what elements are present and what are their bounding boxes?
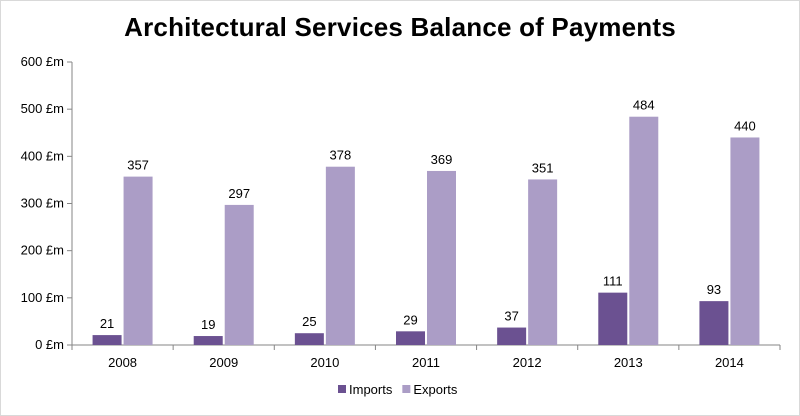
- bar-exports-2014: [730, 137, 760, 345]
- data-label-imports-2014: 93: [707, 282, 721, 297]
- bar-exports-2009: [224, 204, 254, 345]
- x-tick-label: 2011: [412, 355, 440, 370]
- data-label-imports-2008: 21: [100, 316, 114, 331]
- chart-bars: 21 357 19 297 25 378 29 369 37 351 111 484 93 440: [92, 98, 760, 345]
- bar-imports-2014: [699, 301, 729, 345]
- bar-exports-2011: [427, 170, 456, 345]
- x-tick-label: 2010: [310, 355, 339, 370]
- chart-title: Architectural Services Balance of Paymen…: [124, 12, 676, 42]
- data-label-exports-2010: 378: [330, 148, 352, 163]
- legend-swatch-exports: [402, 385, 411, 393]
- data-label-exports-2013: 484: [633, 98, 655, 113]
- bar-imports-2011: [396, 331, 425, 345]
- y-tick-label: 500 £m: [21, 101, 64, 116]
- chart-legend: Imports Exports: [338, 382, 458, 397]
- data-label-imports-2012: 37: [504, 309, 518, 324]
- y-tick-label: 100 £m: [21, 290, 64, 305]
- legend-label-exports: Exports: [413, 382, 458, 397]
- data-label-imports-2011: 29: [403, 312, 417, 327]
- bar-imports-2009: [193, 336, 223, 345]
- bar-imports-2008: [92, 335, 122, 345]
- bar-imports-2013: [598, 292, 628, 345]
- bar-exports-2013: [629, 116, 659, 345]
- y-tick-label: 0 £m: [35, 337, 64, 352]
- y-tick-label: 200 £m: [21, 243, 64, 258]
- legend-swatch-imports: [338, 385, 346, 393]
- y-axis-ticks: 0 £m 100 £m 200 £m 300 £m 400 £m 500 £m 600 £m: [21, 54, 72, 352]
- y-tick-label: 400 £m: [21, 148, 64, 163]
- x-tick-label: 2013: [614, 355, 643, 370]
- x-tick-label: 2014: [715, 355, 744, 370]
- bar-imports-2012: [497, 327, 527, 345]
- y-tick-label: 600 £m: [21, 54, 64, 69]
- data-label-exports-2011: 369: [431, 152, 453, 167]
- data-label-exports-2014: 440: [734, 118, 756, 133]
- y-tick-label: 300 £m: [21, 196, 64, 211]
- data-label-imports-2010: 25: [302, 314, 316, 329]
- data-label-exports-2009: 297: [228, 186, 250, 201]
- bar-exports-2010: [325, 166, 355, 345]
- data-label-exports-2012: 351: [532, 160, 554, 175]
- x-tick-label: 2009: [209, 355, 238, 370]
- bar-exports-2012: [528, 179, 558, 345]
- x-axis-labels: 2008 2009 2010 2011 2012 2013 2014: [108, 355, 744, 370]
- x-tick-label: 2012: [513, 355, 542, 370]
- legend-label-imports: Imports: [349, 382, 393, 397]
- data-label-imports-2013: 111: [603, 274, 623, 289]
- bar-imports-2010: [294, 333, 324, 345]
- chart-axes: [71, 62, 781, 350]
- data-label-exports-2008: 357: [127, 158, 149, 173]
- x-tick-label: 2008: [108, 355, 137, 370]
- bar-exports-2008: [123, 176, 153, 345]
- data-label-imports-2009: 19: [201, 317, 215, 332]
